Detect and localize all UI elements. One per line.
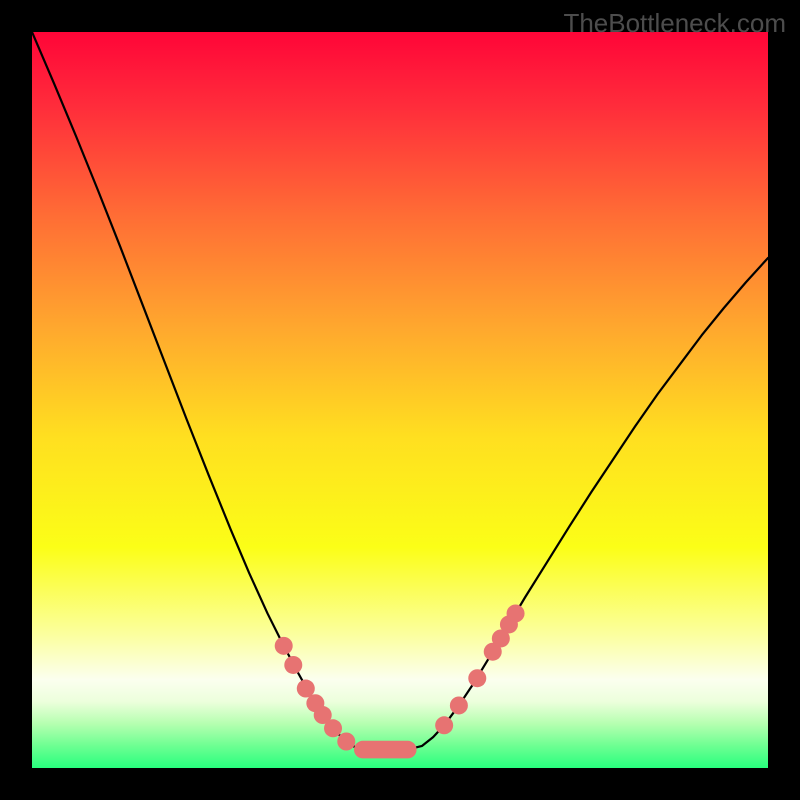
data-marker (297, 680, 315, 698)
data-marker (468, 669, 486, 687)
data-marker (450, 696, 468, 714)
plot-area (32, 32, 768, 768)
data-marker (284, 656, 302, 674)
data-marker (275, 637, 293, 655)
data-marker (337, 733, 355, 751)
watermark-text: TheBottleneck.com (563, 8, 786, 39)
bottom-capsule-marker (354, 741, 417, 759)
data-marker (324, 719, 342, 737)
chart-frame: TheBottleneck.com (0, 0, 800, 800)
gradient-background (32, 32, 768, 768)
data-marker (507, 604, 525, 622)
data-marker (435, 716, 453, 734)
